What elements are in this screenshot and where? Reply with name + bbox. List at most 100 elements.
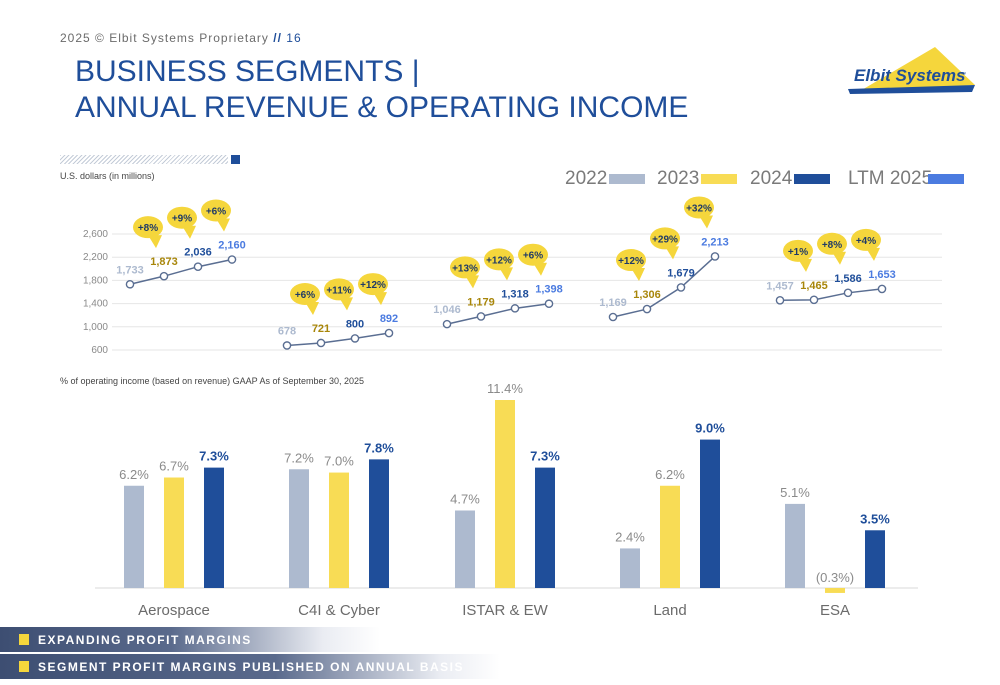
revenue-point [510,304,520,313]
growth-label: +4% [856,236,876,247]
legend-swatch-2023 [701,174,737,184]
legend-label-2022: 2022 [565,168,608,189]
growth-bubble-tail [339,297,353,311]
banner-segment-margins: SEGMENT PROFIT MARGINS PUBLISHED ON ANNU… [0,654,500,679]
bar-2024 [535,467,555,588]
revenue-value-label: 1,586 [834,273,862,285]
category-label: ESA [820,602,850,619]
bar-value-label: 11.4% [487,381,523,396]
legend-swatch-2024 [794,174,830,184]
bar-2023 [660,485,680,588]
growth-bubble-tail [499,267,513,281]
bar-value-label: 5.1% [780,485,810,500]
revenue-value-label: 1,306 [633,289,661,301]
growth-bubble [324,278,354,301]
growth-bubble-tail [373,292,387,306]
bar-value-label: 3.5% [860,511,890,526]
page-title-line2: ANNUAL REVENUE & OPERATING INCOME [75,91,689,124]
growth-label: +32% [686,203,712,214]
bar-value-label: 6.2% [119,467,149,482]
legend-label-2024: 2024 [750,168,793,189]
revenue-point [125,279,135,289]
growth-bubble-tail [866,247,880,261]
growth-bubble [851,228,881,251]
revenue-point [608,312,618,322]
revenue-point [316,338,326,348]
revenue-value-label: 892 [380,313,398,325]
revenue-value-label: 1,465 [800,280,828,292]
growth-bubble [616,249,646,272]
y-tick-label: 1,400 [83,299,108,310]
revenue-line-3 [612,255,716,318]
logo-swoosh [848,85,975,94]
bar-value-label: 7.3% [199,449,229,464]
bar-2023 [495,400,515,588]
growth-bubble-tail [699,215,713,229]
y-tick-label: 600 [91,345,108,356]
growth-bubble [518,243,548,266]
category-label: Aerospace [138,602,210,619]
revenue-point [384,328,394,338]
logo-triangle [860,47,975,91]
revenue-point [159,271,169,281]
revenue-value-label: 800 [346,318,364,330]
copyright-text: 2025 © Elbit Systems Proprietary [60,31,269,45]
growth-bubble [290,282,320,305]
legend-swatch-2022 [609,174,645,184]
growth-bubble-tail [533,262,547,276]
y-tick-label: 2,600 [83,229,108,240]
bar-2023 [825,588,845,593]
revenue-value-label: 2,036 [184,247,212,259]
revenue-value-label: 1,653 [868,269,896,281]
bar-value-label: (0.3%) [816,570,854,585]
bar-value-label: 6.7% [159,459,189,474]
y-tick-label: 2,200 [83,252,108,263]
growth-label: +8% [822,240,842,251]
revenue-value-label: 721 [312,323,330,335]
growth-bubble [201,199,231,222]
legend-swatch-ltm2025 [928,174,964,184]
growth-bubble [450,256,480,279]
revenue-line-1 [286,332,390,347]
bar-2022 [785,503,805,588]
growth-bubble [650,227,680,250]
growth-bubble-tail [465,275,479,289]
growth-bubble [684,196,714,219]
units-label: U.S. dollars (in millions) [60,171,155,181]
revenue-point [877,284,887,294]
revenue-value-label: 1,179 [467,296,495,308]
banner-text: EXPANDING PROFIT MARGINS [38,632,252,647]
growth-label: +29% [652,234,678,245]
bar-value-label: 6.2% [655,467,685,482]
growth-bubble-tail [665,246,679,260]
banner-bullet [19,634,29,645]
revenue-value-label: 1,873 [150,256,178,268]
header-meta: 2025 © Elbit Systems Proprietary // 16 [60,31,302,45]
bar-2022 [124,485,144,588]
bar-value-label: 7.3% [530,449,560,464]
revenue-value-label: 1,457 [766,280,794,292]
growth-label: +1% [788,247,808,258]
revenue-value-label: 678 [278,325,296,337]
revenue-point [676,283,686,292]
bar-2022 [620,548,640,588]
revenue-point [193,262,203,272]
growth-bubble-tail [305,301,319,315]
bar-value-label: 2.4% [615,529,645,544]
growth-bubble-tail [798,258,812,272]
banner-expanding-margins: EXPANDING PROFIT MARGINS [0,627,380,652]
revenue-value-label: 1,398 [535,284,563,296]
revenue-point [227,255,237,264]
revenue-point [710,252,720,261]
revenue-point [843,288,853,298]
growth-label: +8% [138,223,158,234]
bar-value-label: 9.0% [695,421,725,436]
banner-bullet [19,661,29,672]
category-label: Land [653,602,686,619]
bar-2023 [164,477,184,588]
revenue-value-label: 1,046 [433,304,461,316]
revenue-point [642,304,652,314]
banner-text: SEGMENT PROFIT MARGINS PUBLISHED ON ANNU… [38,659,465,674]
growth-label: +11% [326,285,351,296]
growth-label: +6% [523,251,543,262]
